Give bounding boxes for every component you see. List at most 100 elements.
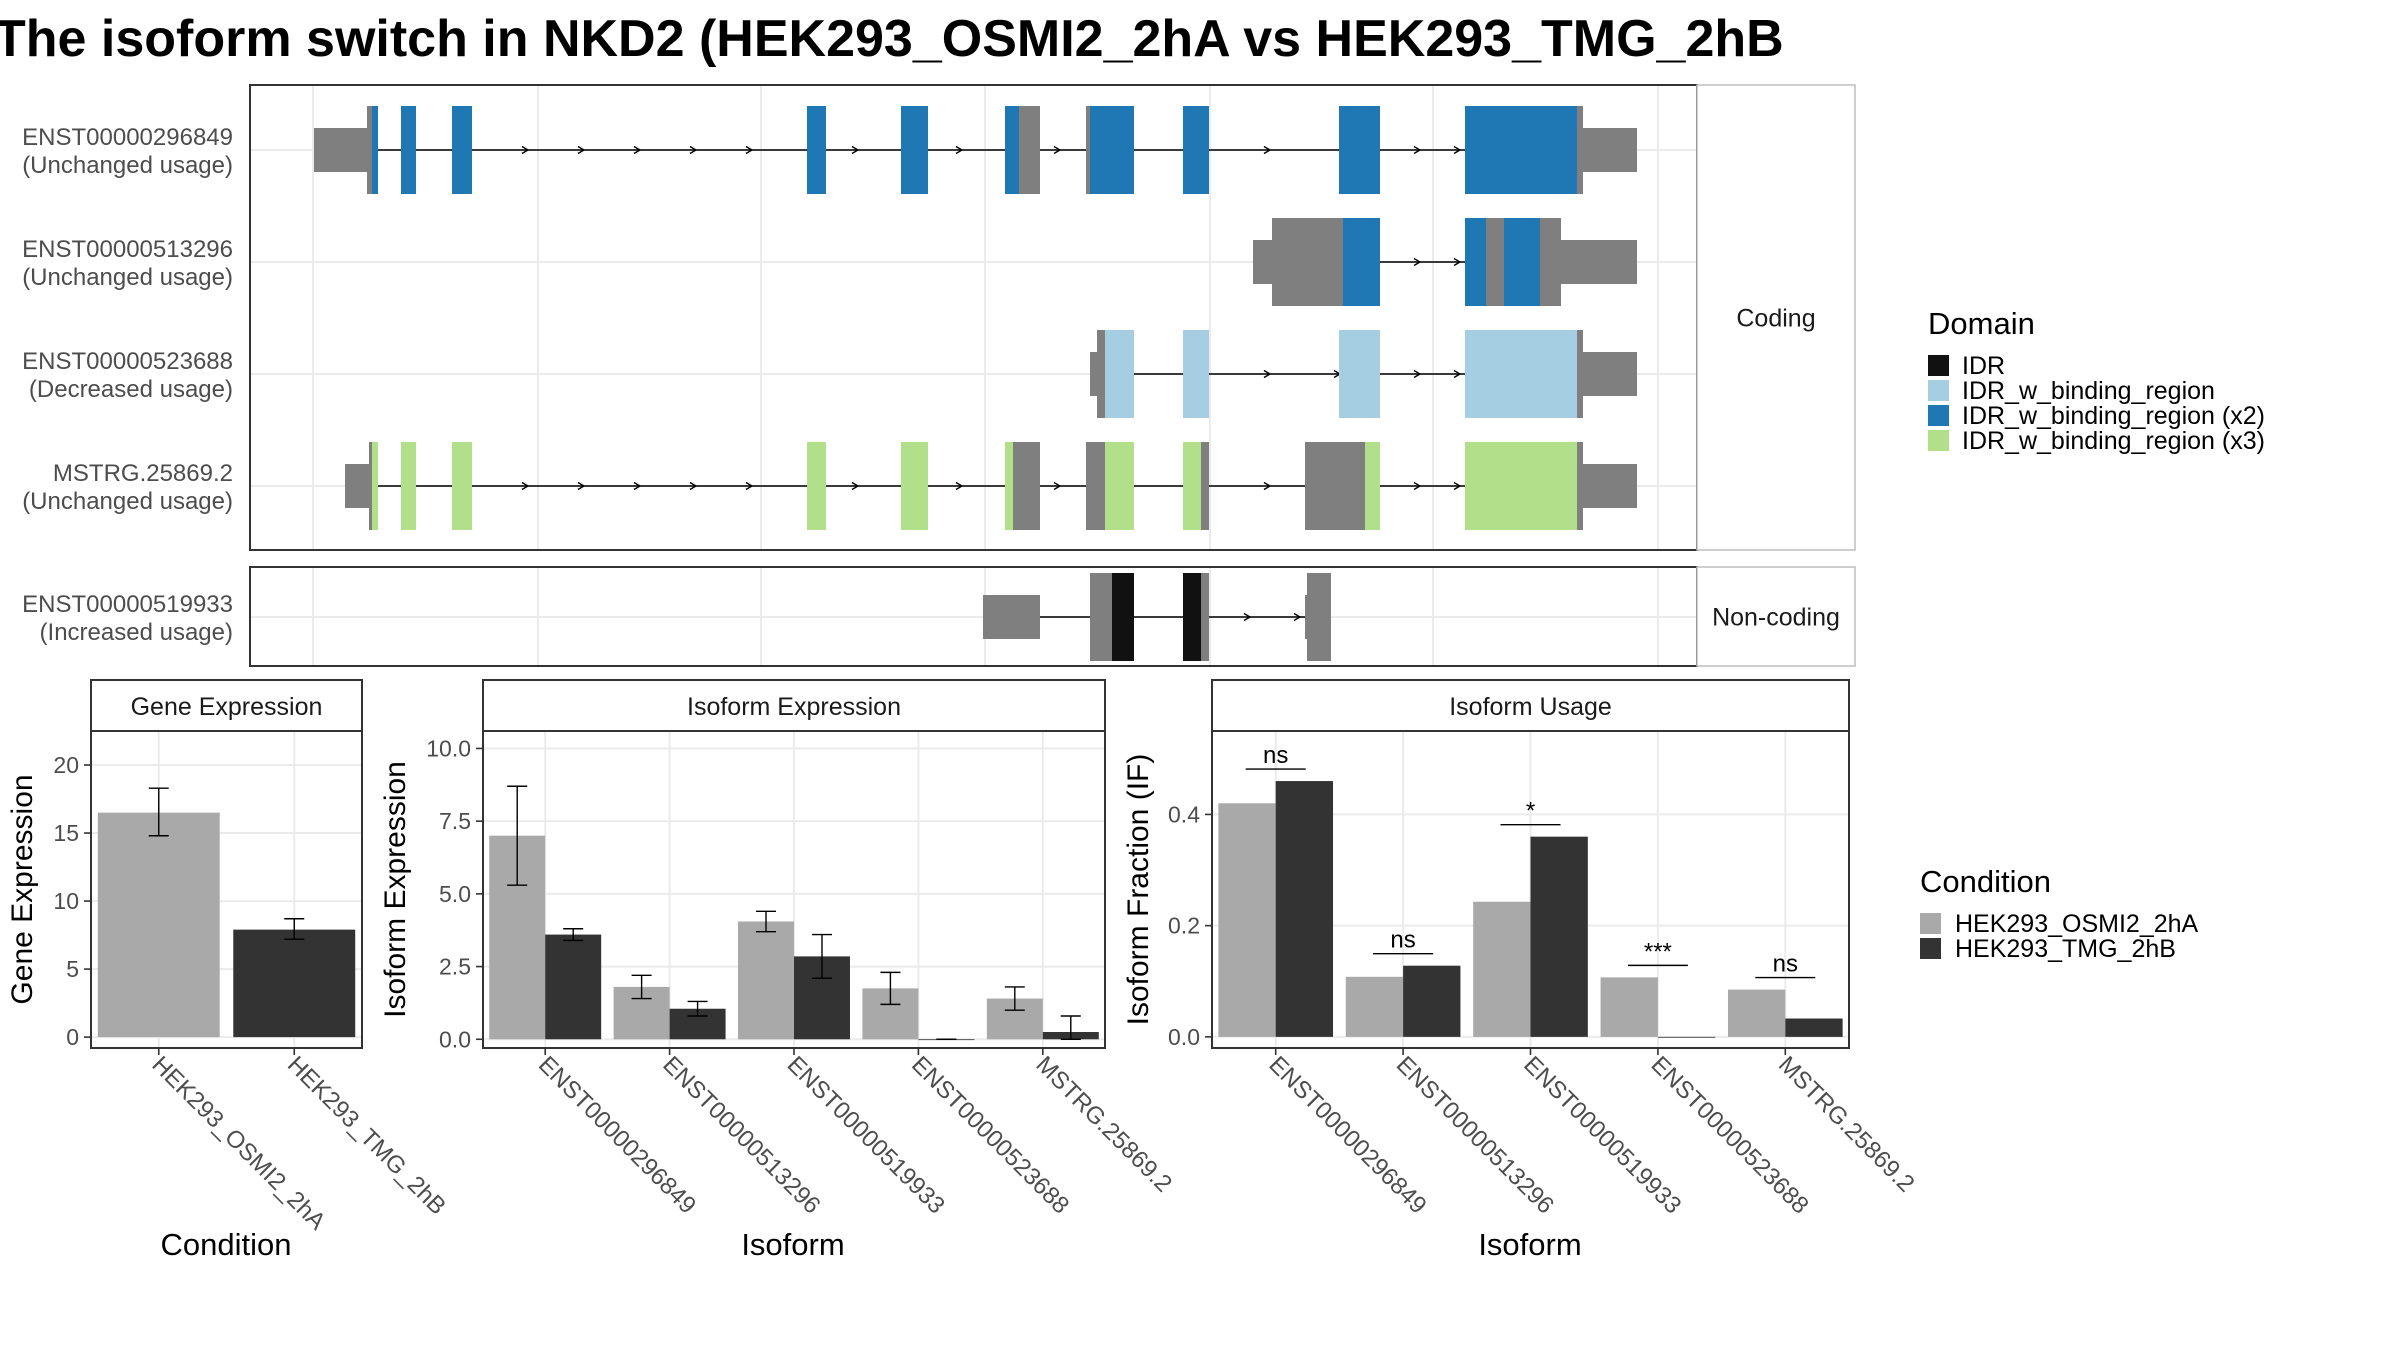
y-tick-label: 20 — [53, 752, 79, 778]
exon-box — [1465, 106, 1577, 194]
bar — [1473, 901, 1531, 1037]
transcript-ENST00000513296 — [1253, 218, 1637, 306]
intron-arrow — [577, 481, 586, 491]
chart-panel-border — [90, 730, 363, 1049]
exon-box — [345, 464, 369, 508]
intron-arrow — [1413, 481, 1422, 491]
exon-box — [1183, 330, 1209, 418]
bar — [1345, 976, 1404, 1037]
exon-box — [1097, 330, 1105, 418]
intron-arrow — [851, 145, 860, 155]
exon-box — [372, 106, 378, 194]
exon-box — [1307, 573, 1331, 661]
y-axis-title: Gene Expression — [6, 774, 39, 1004]
exon-box — [807, 106, 826, 194]
exon-box — [1112, 573, 1134, 661]
intron-arrow — [1263, 481, 1272, 491]
intron-arrow — [1413, 369, 1422, 379]
exon-box — [1019, 106, 1040, 194]
domain-legend-swatch — [1928, 430, 1949, 451]
facet-label: Non-coding — [1712, 604, 1840, 632]
bar — [1403, 965, 1461, 1037]
exon-box — [807, 442, 826, 530]
bar — [545, 934, 602, 1040]
condition-legend-swatch — [1920, 938, 1941, 959]
transcript-id-label: MSTRG.25869.2 — [53, 460, 233, 487]
intron-arrow — [745, 145, 754, 155]
condition-legend-label: HEK293_TMG_2hB — [1955, 935, 2176, 963]
bar — [1727, 989, 1786, 1037]
x-tick-label: MSTRG.25869.2 — [1031, 1051, 1177, 1197]
transcript-status-label: (Unchanged usage) — [22, 488, 233, 515]
intron-arrow — [955, 145, 964, 155]
intron-arrow — [851, 481, 860, 491]
significance-label: ns — [1263, 742, 1288, 769]
intron-arrow — [1243, 612, 1252, 622]
domain-legend-swatch — [1928, 380, 1949, 401]
intron-arrow — [1413, 257, 1422, 267]
intron-arrow — [521, 145, 530, 155]
bar — [1530, 836, 1588, 1037]
domain-legend-swatch — [1928, 405, 1949, 426]
transcript-structure-panel: CodingNon-codingENST00000296849(Unchange… — [22, 84, 1856, 667]
exon-box — [1583, 128, 1637, 172]
x-axis-title: Isoform — [741, 1227, 844, 1262]
y-tick-label: 2.5 — [439, 954, 471, 980]
exon-box — [1540, 218, 1561, 306]
chart-strip — [482, 679, 1106, 732]
intron-arrow — [1053, 481, 1062, 491]
exon-box — [1577, 442, 1583, 530]
exon-box — [1086, 106, 1090, 194]
significance-label: * — [1526, 798, 1535, 825]
intron-arrow — [689, 145, 698, 155]
exon-box — [1090, 106, 1134, 194]
intron-arrow — [1263, 369, 1272, 379]
x-axis-title: Isoform — [1478, 1227, 1581, 1262]
exon-box — [1013, 442, 1040, 530]
exon-box — [1583, 352, 1637, 396]
exon-box — [1305, 442, 1365, 530]
exon-box — [1090, 573, 1112, 661]
y-tick-label: 0.0 — [439, 1026, 471, 1052]
y-tick-label: 10.0 — [426, 735, 471, 761]
exon-box — [1253, 240, 1272, 284]
y-tick-label: 0.2 — [1168, 913, 1200, 939]
condition-legend-title: Condition — [1920, 864, 2051, 899]
y-tick-label: 7.5 — [439, 808, 471, 834]
significance-label: ns — [1390, 927, 1415, 954]
exon-box — [1183, 442, 1201, 530]
significance-label: ns — [1773, 951, 1798, 978]
exon-box — [901, 442, 928, 530]
transcript-id-label: ENST00000519933 — [22, 591, 233, 618]
intron-arrow — [1453, 481, 1462, 491]
exon-box — [372, 442, 378, 530]
exon-box — [1183, 573, 1201, 661]
y-tick-label: 0 — [66, 1024, 79, 1050]
exon-box — [1583, 464, 1637, 508]
y-tick-label: 0.0 — [1168, 1024, 1200, 1050]
exon-box — [901, 106, 928, 194]
facet-label: Coding — [1736, 305, 1815, 333]
exon-box — [1105, 442, 1134, 530]
exon-box — [1486, 218, 1504, 306]
transcript-status-label: (Unchanged usage) — [22, 152, 233, 179]
facet-strip — [1696, 566, 1856, 667]
y-axis-title: Isoform Fraction (IF) — [1122, 754, 1155, 1026]
y-tick-label: 10 — [53, 888, 79, 914]
intron-arrow — [1293, 612, 1302, 622]
bar — [1275, 781, 1334, 1037]
intron-arrow — [689, 481, 698, 491]
domain-legend-title: Domain — [1928, 306, 2035, 341]
exon-box — [452, 106, 472, 194]
exon-box — [401, 106, 416, 194]
exon-box — [1090, 352, 1097, 396]
intron-arrow — [633, 145, 642, 155]
domain-legend-swatch — [1928, 355, 1949, 376]
exon-box — [1465, 330, 1577, 418]
transcript-id-label: ENST00000513296 — [22, 236, 233, 263]
intron-arrow — [1053, 145, 1062, 155]
domain-legend-label: IDR_w_binding_region (x2) — [1962, 402, 2265, 430]
y-tick-label: 5 — [66, 956, 79, 982]
exon-box — [1086, 442, 1105, 530]
